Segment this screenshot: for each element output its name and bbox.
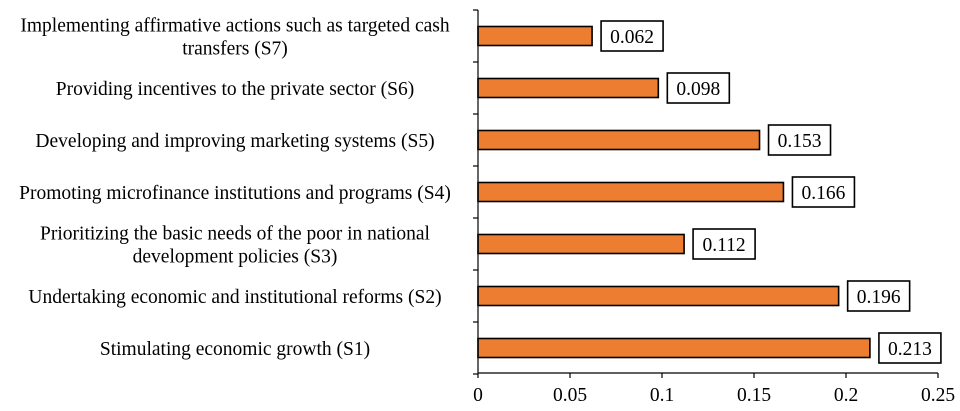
data-label-box (791, 176, 856, 208)
category-label-line: transfers (S7) (182, 39, 288, 60)
category-label-line: Undertaking economic and institutional r… (28, 287, 441, 308)
data-label-box (878, 332, 942, 364)
bar (477, 337, 871, 359)
x-axis: 0 0.05 0.1 0.15 0.2 0.25 (473, 9, 955, 406)
data-label: 0.166 (802, 183, 846, 204)
data-label-box (846, 280, 911, 312)
category-label-line: development policies (S3) (133, 247, 338, 268)
data-label: 0.153 (778, 131, 822, 152)
data-label: 0.098 (676, 79, 720, 100)
bar (477, 233, 685, 255)
bar (477, 181, 785, 203)
data-labels: 0.062 0.098 0.153 0.166 0.112 0.196 0.213 (600, 20, 942, 364)
x-tick-label: 0 (473, 385, 483, 406)
category-label-line: Providing incentives to the private sect… (56, 79, 415, 100)
data-label: 0.213 (888, 339, 932, 360)
data-label-box (600, 20, 664, 52)
bar (477, 25, 593, 47)
category-labels: Implementing affirmative actions such as… (19, 16, 451, 361)
x-tick-label: 0.2 (834, 385, 858, 406)
bar (477, 77, 660, 99)
data-label-box (767, 124, 832, 156)
category-label-line: Developing and improving marketing syste… (35, 131, 434, 152)
category-label-line: Implementing affirmative actions such as… (20, 16, 449, 37)
category-label: Stimulating economic growth (S1) (100, 339, 370, 360)
category-label: Implementing affirmative actions such as… (20, 16, 449, 60)
category-label: Prioritizing the basic needs of the poor… (40, 224, 430, 268)
x-tick-label: 0.15 (737, 385, 771, 406)
data-label-box (666, 72, 731, 104)
data-label-box (692, 228, 756, 260)
x-tick-label: 0.25 (921, 385, 955, 406)
data-label: 0.196 (857, 287, 901, 308)
category-label-line: Prioritizing the basic needs of the poor… (40, 224, 430, 245)
category-label: Developing and improving marketing syste… (35, 131, 434, 152)
bar (477, 285, 840, 307)
x-tick-label: 0.1 (650, 385, 674, 406)
category-label: Undertaking economic and institutional r… (28, 287, 441, 308)
bars (477, 25, 871, 359)
category-label: Providing incentives to the private sect… (56, 79, 415, 100)
category-label-line: Stimulating economic growth (S1) (100, 339, 370, 360)
data-label: 0.062 (610, 27, 654, 48)
data-label: 0.112 (703, 235, 746, 256)
bar (477, 129, 761, 151)
x-tick-label: 0.05 (553, 385, 587, 406)
category-label-line: Promoting microfinance institutions and … (19, 183, 451, 204)
category-label: Promoting microfinance institutions and … (19, 183, 451, 204)
